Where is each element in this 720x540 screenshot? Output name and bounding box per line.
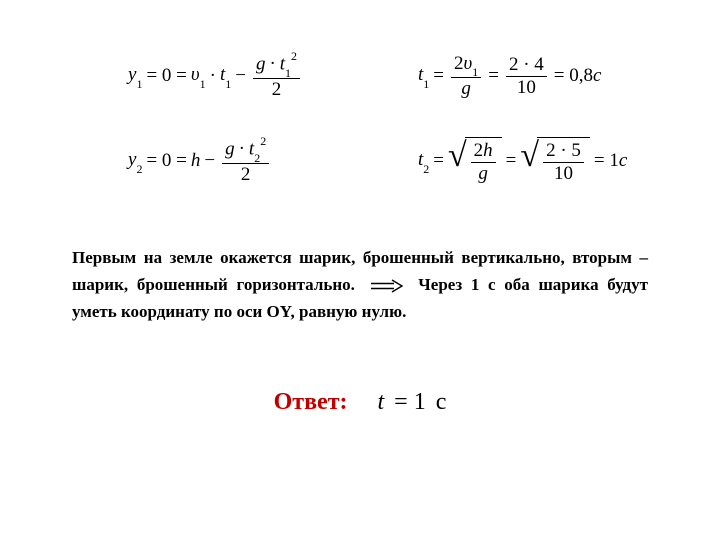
result-1: = 1с	[594, 150, 627, 172]
fraction-gt1: g·t12 2	[253, 52, 300, 101]
equation-row-1: y1 = 0 = υ1 · t1 − g·t12 2 t1 = 2υ1 g	[128, 52, 648, 101]
var-y1: y1	[128, 64, 142, 89]
eq2: =	[488, 65, 499, 87]
root-2h-g: √ 2h g	[448, 137, 502, 185]
equation-row-2: y2 = 0 = h − g·t22 2 t2 = √	[128, 137, 648, 186]
implies-arrow-icon	[370, 279, 404, 293]
minus: −	[235, 65, 246, 87]
explanation-paragraph: Первым на земле окажется шарик, брошенны…	[72, 244, 648, 326]
fraction-gt2: g·t22 2	[222, 137, 269, 186]
answer-label: Ответ:	[274, 389, 348, 415]
eq-zero2: = 0 =	[146, 150, 186, 172]
eq3: =	[433, 150, 444, 172]
answer-value: t = 1 с	[377, 389, 446, 415]
var-y2: y2	[128, 149, 142, 174]
equation-y1: y1 = 0 = υ1 · t1 − g·t12 2	[128, 52, 418, 101]
eq4: =	[506, 150, 517, 172]
equations-block: y1 = 0 = υ1 · t1 − g·t12 2 t1 = 2υ1 g	[128, 52, 648, 186]
equation-t1: t1 = 2υ1 g = 2 · 4 10 = 0,8с	[418, 53, 605, 100]
dot: ·	[210, 65, 216, 87]
var-t2r: t2	[418, 149, 429, 174]
var-h: h	[191, 150, 201, 172]
fraction-2x4-10: 2 · 4 10	[506, 54, 547, 99]
equation-t2: t2 = √ 2h g = √ 2 · 5	[418, 137, 631, 185]
fraction-2v-g: 2υ1 g	[451, 53, 481, 100]
result-08: = 0,8с	[554, 65, 602, 87]
var-t1r: t1	[418, 64, 429, 89]
eq-zero: = 0 =	[146, 65, 186, 87]
root-2x5-10: √ 2 · 5 10	[520, 137, 590, 185]
var-v1: υ1	[191, 64, 206, 89]
equation-y2: y2 = 0 = h − g·t22 2	[128, 137, 418, 186]
var-t1: t1	[220, 64, 231, 89]
eq: =	[433, 65, 444, 87]
page: y1 = 0 = υ1 · t1 − g·t12 2 t1 = 2υ1 g	[0, 0, 720, 540]
minus2: −	[204, 150, 215, 172]
answer-line: Ответ: t = 1 с	[72, 389, 648, 416]
